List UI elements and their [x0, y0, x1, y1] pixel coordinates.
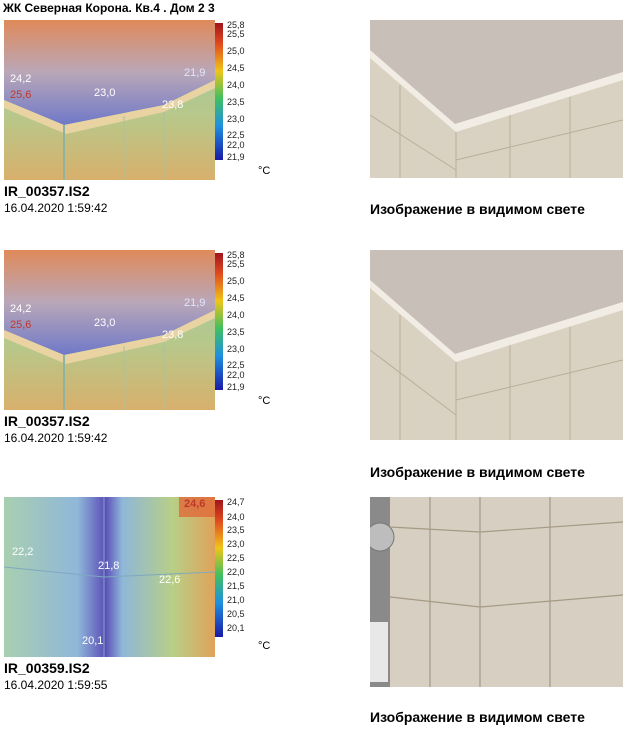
file-name: IR_00357.IS2 [4, 413, 90, 429]
file-date: 16.04.2020 1:59:42 [4, 201, 108, 215]
svg-text:25,8: 25,8 [227, 20, 245, 30]
temp-label: 22,6 [159, 574, 180, 586]
visible-photo [370, 250, 623, 440]
temp-label: 25,6 [10, 319, 31, 331]
svg-text:24,0: 24,0 [227, 512, 245, 522]
svg-text:24,5: 24,5 [227, 293, 245, 303]
file-name: IR_00357.IS2 [4, 183, 90, 199]
svg-text:22,5: 22,5 [227, 360, 245, 370]
thermogram-block-2: 24,2 25,6 23,0 21,9 23,8 25,8 25 [0, 230, 628, 480]
thermal-image: 24,2 25,6 23,0 21,9 23,8 [4, 250, 215, 410]
visible-photo [370, 20, 623, 178]
svg-text:23,0: 23,0 [227, 114, 245, 124]
temp-label: 23,8 [162, 99, 183, 111]
temp-label: 23,0 [94, 87, 115, 99]
temp-label: 23,8 [162, 329, 183, 341]
temp-label: 24,6 [184, 498, 205, 510]
svg-text:22,5: 22,5 [227, 553, 245, 563]
svg-text:22,0: 22,0 [227, 140, 245, 150]
svg-text:22,5: 22,5 [227, 130, 245, 140]
temp-label: 25,6 [10, 89, 31, 101]
temperature-scale: 25,8 25,5 25,0 24,5 24,0 23,5 23,0 22,5 … [215, 250, 275, 400]
temperature-scale: 25,8 25,5 25,0 24,5 24,0 23,5 23,0 22,5 … [215, 20, 275, 170]
temp-label: 21,8 [98, 560, 119, 572]
thermal-image: 24,2 25,6 23,0 21,9 23,8 [4, 20, 215, 180]
thermal-image: 24,6 22,2 21,8 22,6 20,1 [4, 497, 215, 657]
file-date: 16.04.2020 1:59:55 [4, 678, 108, 692]
svg-text:23,5: 23,5 [227, 327, 245, 337]
photo-caption: Изображение в видимом свете [370, 201, 585, 217]
unit-label: °C [258, 165, 271, 177]
svg-text:24,0: 24,0 [227, 310, 245, 320]
temp-label: 21,9 [184, 297, 205, 309]
photo-caption: Изображение в видимом свете [370, 464, 585, 480]
svg-text:22,0: 22,0 [227, 370, 245, 380]
document-title: ЖК Северная Корона. Кв.4 . Дом 2 3 [3, 1, 215, 15]
file-name: IR_00359.IS2 [4, 660, 90, 676]
svg-text:25,0: 25,0 [227, 276, 245, 286]
svg-text:24,5: 24,5 [227, 63, 245, 73]
file-date: 16.04.2020 1:59:42 [4, 431, 108, 445]
photo-caption: Изображение в видимом свете [370, 709, 585, 725]
svg-text:20,5: 20,5 [227, 609, 245, 619]
temperature-scale: 24,7 24,0 23,5 23,0 22,5 22,0 21,5 21,0 … [215, 497, 275, 647]
svg-text:23,5: 23,5 [227, 97, 245, 107]
svg-text:25,5: 25,5 [227, 259, 245, 269]
svg-text:23,0: 23,0 [227, 539, 245, 549]
svg-text:25,8: 25,8 [227, 250, 245, 260]
svg-text:21,9: 21,9 [227, 382, 245, 392]
svg-text:21,0: 21,0 [227, 595, 245, 605]
thermogram-block-3: 24,6 22,2 21,8 22,6 20,1 24,7 24 [0, 477, 628, 725]
svg-text:24,7: 24,7 [227, 497, 245, 507]
svg-text:20,1: 20,1 [227, 623, 245, 633]
temp-label: 22,2 [12, 546, 33, 558]
thermogram-block-1: 24,2 25,6 23,0 21,9 23,8 25,8 25 [0, 0, 628, 245]
svg-text:21,9: 21,9 [227, 152, 245, 162]
temp-label: 24,2 [10, 303, 31, 315]
temp-label: 23,0 [94, 317, 115, 329]
svg-text:24,0: 24,0 [227, 80, 245, 90]
svg-text:22,0: 22,0 [227, 567, 245, 577]
temp-label: 21,9 [184, 67, 205, 79]
svg-text:23,0: 23,0 [227, 344, 245, 354]
svg-text:23,5: 23,5 [227, 525, 245, 535]
temp-label: 20,1 [82, 635, 103, 647]
svg-text:25,5: 25,5 [227, 29, 245, 39]
svg-text:21,5: 21,5 [227, 581, 245, 591]
visible-photo [370, 497, 623, 687]
svg-text:25,0: 25,0 [227, 46, 245, 56]
temp-label: 24,2 [10, 73, 31, 85]
unit-label: °C [258, 395, 271, 407]
unit-label: °C [258, 640, 271, 652]
